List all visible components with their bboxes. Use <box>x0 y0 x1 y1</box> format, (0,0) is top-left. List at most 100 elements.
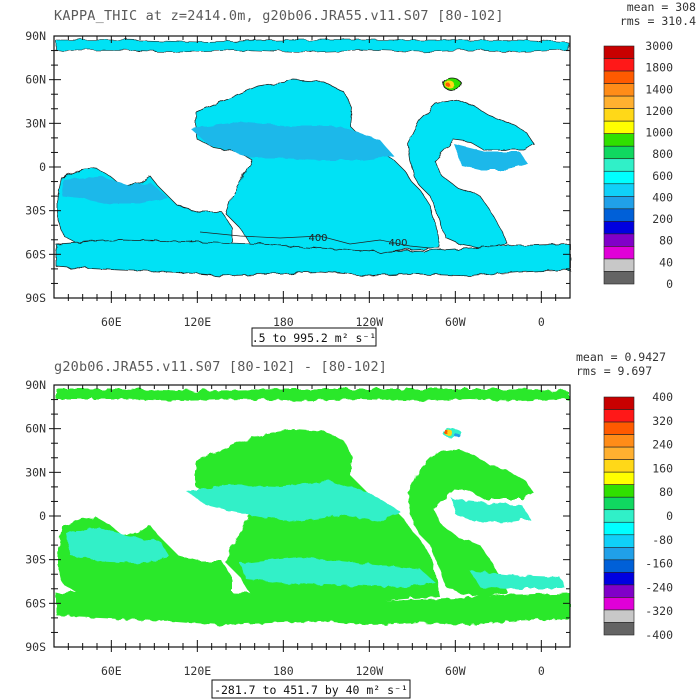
x-tick-label: 120W <box>355 664 383 678</box>
ocean-band-south-atlantic <box>470 571 566 589</box>
y-tick-label: 30N <box>25 465 46 479</box>
x-tick-label: 120W <box>355 315 383 329</box>
colorbar-swatch <box>603 246 635 260</box>
y-tick-label: 60N <box>25 422 46 436</box>
hotspot-low <box>455 434 461 438</box>
colorbar-label: 80 <box>659 485 673 499</box>
x-tick-label: 60W <box>445 315 466 329</box>
colorbar-label: 1200 <box>645 104 673 118</box>
y-tick-label: 90S <box>25 640 46 654</box>
colorbar-label: -80 <box>652 533 673 547</box>
colorbar-label: 3000 <box>645 39 673 53</box>
x-tick-label: 0 <box>538 315 545 329</box>
colorbar-swatch <box>603 108 635 122</box>
colorbar-swatch <box>603 597 635 611</box>
colorbar-swatch <box>603 196 635 210</box>
ocean-band-south <box>240 557 436 587</box>
axes: 60E 120E 180 120W 60W 0 90N 60N 30N 0 30S 60S 90S <box>25 378 570 678</box>
rms-stat: rms = 9.697 <box>576 364 652 378</box>
contour-label: 400 <box>388 238 407 249</box>
colorbar-label: 1800 <box>645 61 673 75</box>
colorbar-label: 160 <box>652 461 673 475</box>
colorbar-swatch <box>603 120 635 134</box>
colorbar-label: 200 <box>652 212 673 226</box>
colorbar-swatch <box>603 221 635 235</box>
y-tick-label: 60S <box>25 596 46 610</box>
y-tick-label: 30S <box>25 553 46 567</box>
colorbar-swatch <box>603 484 635 498</box>
colorbar-swatch <box>603 208 635 222</box>
ocean-southern <box>55 239 571 277</box>
ocean-arctic <box>55 39 569 53</box>
contour-label: 400 <box>308 233 327 244</box>
y-tick-label: 60N <box>25 73 46 87</box>
panel-bottom: g20b06.JRA55.v11.S07 [80-102] - [80-102]… <box>25 350 673 699</box>
colorbar-swatch <box>603 158 635 172</box>
ocean-field <box>56 389 570 625</box>
colorbar-label: 400 <box>652 190 673 204</box>
ocean-band-pacific <box>190 122 394 160</box>
colorbar-swatch <box>603 421 635 435</box>
x-tick-label: 60E <box>101 315 122 329</box>
colorbar-swatch <box>603 609 635 623</box>
range-label: .5 to 995.2 m² s⁻¹ <box>252 331 377 345</box>
colorbar-swatch <box>603 521 635 536</box>
panel-title: KAPPA_THIC at z=2414.0m, g20b06.JRA55.v1… <box>54 8 504 24</box>
range-label: -281.7 to 451.7 by 40 m² s⁻¹ <box>214 683 408 697</box>
colorbar-swatch <box>603 95 635 109</box>
y-tick-label: 30S <box>25 204 46 218</box>
ocean-atlantic <box>407 99 535 249</box>
colorbar-label: 0 <box>666 509 673 523</box>
colorbar-swatch <box>603 170 635 185</box>
ocean-field <box>55 39 571 277</box>
colorbar-label: 240 <box>652 438 673 452</box>
map-field <box>54 385 570 647</box>
x-tick-label: 60E <box>101 664 122 678</box>
contour-line <box>199 231 431 249</box>
x-tick-label: 180 <box>273 664 294 678</box>
colorbar-label: 0 <box>666 277 673 291</box>
y-tick-label: 90N <box>25 29 46 43</box>
range-box <box>211 679 411 699</box>
colorbar-swatch <box>603 70 635 84</box>
colorbar-label: 40 <box>659 255 673 269</box>
colorbar-swatch <box>603 471 635 485</box>
ocean-band-atlantic <box>452 499 530 523</box>
y-tick-label: 60S <box>25 247 46 261</box>
mean-stat: mean = 0.9427 <box>576 350 666 364</box>
colorbar-swatch <box>603 584 635 598</box>
colorbar-label: -160 <box>645 557 673 571</box>
colorbar-swatch <box>603 233 635 247</box>
colorbar-swatch <box>603 622 635 636</box>
y-tick-label: 0 <box>39 160 46 174</box>
ocean-southern <box>56 589 570 625</box>
colorbar-swatch <box>603 509 635 523</box>
colorbar-swatch <box>603 409 635 423</box>
colorbar-swatch <box>603 434 635 448</box>
colorbar-swatch <box>603 271 635 285</box>
x-tick-label: 60W <box>445 664 466 678</box>
rms-stat: rms = 310.4 <box>620 14 696 28</box>
colorbar-swatch <box>603 446 635 460</box>
colorbar-swatch <box>603 45 635 59</box>
ocean-atlantic <box>408 449 534 597</box>
y-tick-label: 90N <box>25 378 46 392</box>
colorbar-swatch <box>603 133 635 147</box>
colorbar-swatch <box>603 58 635 72</box>
colorbar-swatch <box>603 145 635 160</box>
y-tick-label: 0 <box>39 509 46 523</box>
colorbar: 400 320 240 160 80 0 -80 -160 -240 -320 -400 <box>603 390 673 642</box>
hotspot-core <box>445 82 449 86</box>
hotspot-core <box>444 430 448 434</box>
colorbar-label: -320 <box>645 604 673 618</box>
colorbar-label: 320 <box>652 414 673 428</box>
range-box <box>251 327 377 347</box>
colorbar-swatch <box>603 572 635 586</box>
ocean-band-atlantic <box>454 144 528 170</box>
x-tick-label: 120E <box>183 664 211 678</box>
map-field: 400 400 <box>54 36 571 298</box>
x-tick-label: 120E <box>183 315 211 329</box>
ocean-band-pacific <box>186 481 400 521</box>
colorbar-label: 1000 <box>645 126 673 140</box>
